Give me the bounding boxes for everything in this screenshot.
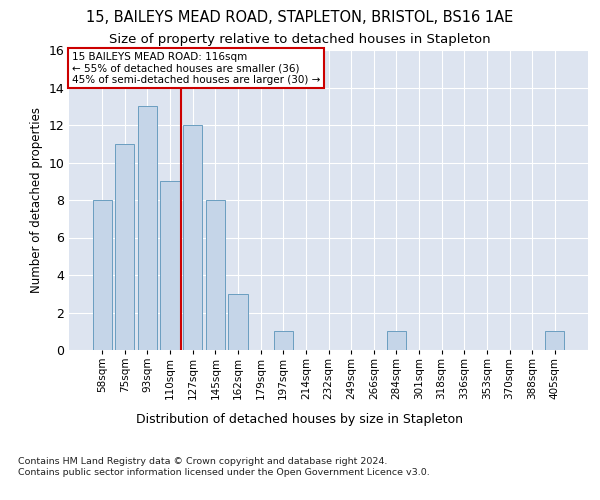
Bar bbox=[115, 144, 134, 350]
Bar bbox=[274, 331, 293, 350]
Text: 15, BAILEYS MEAD ROAD, STAPLETON, BRISTOL, BS16 1AE: 15, BAILEYS MEAD ROAD, STAPLETON, BRISTO… bbox=[86, 10, 514, 25]
Text: Size of property relative to detached houses in Stapleton: Size of property relative to detached ho… bbox=[109, 32, 491, 46]
Bar bbox=[229, 294, 248, 350]
Bar bbox=[545, 331, 565, 350]
Text: Contains HM Land Registry data © Crown copyright and database right 2024.
Contai: Contains HM Land Registry data © Crown c… bbox=[18, 458, 430, 477]
Y-axis label: Number of detached properties: Number of detached properties bbox=[30, 107, 43, 293]
Bar bbox=[160, 181, 180, 350]
Bar bbox=[92, 200, 112, 350]
Bar bbox=[387, 331, 406, 350]
Bar bbox=[206, 200, 225, 350]
Bar bbox=[138, 106, 157, 350]
Text: Distribution of detached houses by size in Stapleton: Distribution of detached houses by size … bbox=[137, 412, 464, 426]
Text: 15 BAILEYS MEAD ROAD: 116sqm
← 55% of detached houses are smaller (36)
45% of se: 15 BAILEYS MEAD ROAD: 116sqm ← 55% of de… bbox=[71, 52, 320, 84]
Bar bbox=[183, 125, 202, 350]
